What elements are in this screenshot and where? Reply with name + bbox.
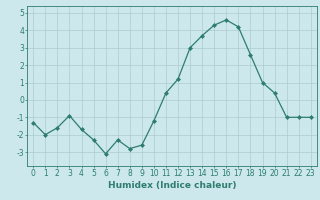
X-axis label: Humidex (Indice chaleur): Humidex (Indice chaleur) [108, 181, 236, 190]
